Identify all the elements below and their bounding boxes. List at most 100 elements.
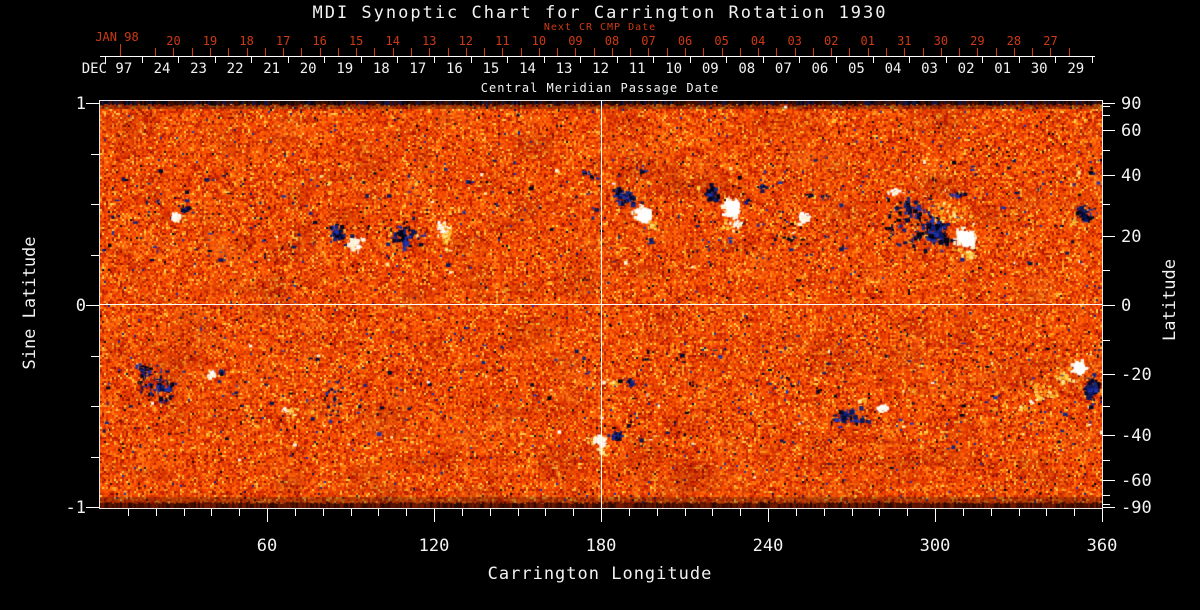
latitude-tick-label: 0 <box>1121 296 1131 316</box>
next-cr-date-tick <box>301 48 302 56</box>
next-cr-date-label: 17 <box>276 34 290 48</box>
latitude-minor-tick <box>1103 504 1110 505</box>
longitude-tick-label: 120 <box>419 536 450 556</box>
cmp-date-tick <box>361 56 362 63</box>
next-cr-month-tick <box>120 44 121 56</box>
longitude-minor-tick <box>378 509 379 516</box>
next-cr-date-tick <box>795 48 796 56</box>
next-cr-date-tick <box>667 48 668 56</box>
latitude-minor-tick <box>1103 460 1110 461</box>
cmp-date-label: 04 <box>885 61 902 77</box>
longitude-minor-tick <box>239 509 240 516</box>
crosshair-horizontal-equator <box>100 304 1102 305</box>
next-cr-date-tick <box>996 48 997 56</box>
next-cr-date-label: 19 <box>203 34 217 48</box>
longitude-minor-tick <box>1074 509 1075 516</box>
latitude-minor-tick <box>1103 270 1110 271</box>
longitude-minor-tick <box>712 509 713 516</box>
longitude-minor-tick <box>1019 509 1020 516</box>
next-cr-date-label: 01 <box>861 34 875 48</box>
latitude-tick-label: 20 <box>1121 227 1141 247</box>
next-cr-date-tick <box>1069 48 1070 56</box>
next-cr-date-tick <box>557 48 558 56</box>
cmp-date-tick <box>434 56 435 63</box>
cmp-date-tick <box>324 56 325 63</box>
cmp-date-tick <box>178 56 179 63</box>
cmp-date-label: 18 <box>373 61 390 77</box>
next-cr-date-label: 05 <box>714 34 728 48</box>
cmp-date-label: 09 <box>702 61 719 77</box>
next-cr-date-tick <box>356 48 357 56</box>
latitude-tick-label: -60 <box>1121 471 1152 491</box>
cmp-date-tick <box>215 56 216 63</box>
sine-latitude-tick-label: 0 <box>40 296 86 316</box>
longitude-tick-label: 60 <box>257 536 277 556</box>
carrington-longitude-axis-title: Carrington Longitude <box>488 564 713 584</box>
latitude-minor-tick <box>1103 495 1110 496</box>
cmp-date-tick <box>142 56 143 63</box>
next-cr-date-tick <box>411 48 412 56</box>
cmp-date-tick <box>288 56 289 63</box>
cmp-date-label: 22 <box>227 61 244 77</box>
next-cr-date-label: 27 <box>1043 34 1057 48</box>
cmp-date-label: 17 <box>409 61 426 77</box>
longitude-major-tick <box>267 509 268 522</box>
cmp-date-tick <box>1055 56 1056 63</box>
longitude-minor-tick <box>490 509 491 516</box>
longitude-minor-tick <box>1046 509 1047 516</box>
page-title: MDI Synoptic Chart for Carrington Rotati… <box>312 3 887 23</box>
cmp-date-tick <box>909 56 910 63</box>
cmp-date-tick <box>580 56 581 63</box>
longitude-tick-label: 300 <box>920 536 951 556</box>
dec-97-label: DEC 97 <box>82 61 133 77</box>
next-cr-date-label: 03 <box>787 34 801 48</box>
longitude-minor-tick <box>629 509 630 516</box>
next-cr-date-tick <box>192 48 193 56</box>
next-cr-date-label: 04 <box>751 34 765 48</box>
cmp-date-label: 03 <box>921 61 938 77</box>
longitude-minor-tick <box>406 509 407 516</box>
sine-latitude-tick-label: 1 <box>40 94 86 114</box>
next-cr-date-label: 07 <box>641 34 655 48</box>
next-cr-date-tick <box>283 48 284 56</box>
next-cr-date-tick <box>941 48 942 56</box>
cmp-date-label: 11 <box>629 61 646 77</box>
next-cr-date-tick <box>849 48 850 56</box>
next-cr-date-tick <box>575 48 576 56</box>
cmp-date-label: 19 <box>336 61 353 77</box>
longitude-major-tick <box>768 509 769 522</box>
next-cr-date-tick <box>448 48 449 56</box>
central-meridian-passage-label: Central Meridian Passage Date <box>481 81 720 95</box>
longitude-tick-label: 240 <box>753 536 784 556</box>
latitude-minor-tick <box>1103 150 1110 151</box>
longitude-major-tick <box>1102 509 1103 522</box>
cmp-date-tick <box>946 56 947 63</box>
latitude-tick-label: -40 <box>1121 426 1152 446</box>
cmp-date-tick <box>251 56 252 63</box>
longitude-minor-tick <box>323 509 324 516</box>
next-cr-date-label: 12 <box>459 34 473 48</box>
latitude-minor-tick <box>1103 340 1110 341</box>
latitude-tick-label: -90 <box>1121 498 1152 518</box>
cmp-date-label: 16 <box>446 61 463 77</box>
next-cr-date-tick <box>630 48 631 56</box>
cmp-date-tick <box>507 56 508 63</box>
longitude-tick-label: 360 <box>1087 536 1118 556</box>
next-cr-date-tick <box>1032 48 1033 56</box>
sine-latitude-tick-label: -1 <box>40 498 86 518</box>
longitude-minor-tick <box>545 509 546 516</box>
next-cr-date-tick <box>594 48 595 56</box>
sine-latitude-minor-tick <box>91 356 99 357</box>
longitude-minor-tick <box>852 509 853 516</box>
sine-latitude-minor-tick <box>91 255 99 256</box>
next-cr-date-tick <box>959 48 960 56</box>
next-cr-date-label: 28 <box>1007 34 1021 48</box>
next-cr-date-tick <box>612 48 613 56</box>
latitude-major-tick <box>1103 103 1115 104</box>
next-cr-date-tick <box>247 48 248 56</box>
next-cr-date-tick <box>374 48 375 56</box>
next-cr-date-label: 30 <box>934 34 948 48</box>
cmp-date-tick <box>653 56 654 63</box>
longitude-minor-tick <box>963 509 964 516</box>
longitude-minor-tick <box>824 509 825 516</box>
